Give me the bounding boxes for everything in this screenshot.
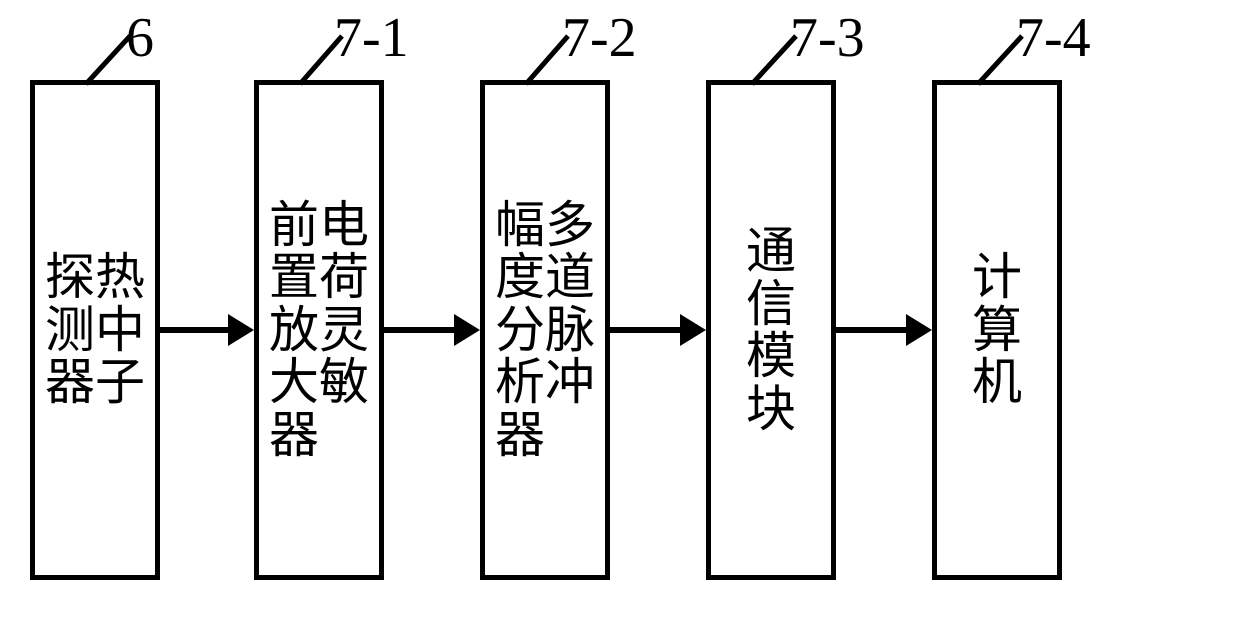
arrow-head-n72-n73 bbox=[680, 314, 706, 346]
arrow-head-n73-n74 bbox=[906, 314, 932, 346]
lead-line-n74 bbox=[974, 32, 1026, 88]
node-text-n74: 计算机 bbox=[972, 251, 1022, 409]
node-text-n71: 前置放大器电荷灵敏 bbox=[269, 199, 369, 462]
node-n71: 前置放大器电荷灵敏 bbox=[254, 80, 384, 580]
node-n73: 通信模块 bbox=[706, 80, 836, 580]
node-n74: 计算机 bbox=[932, 80, 1062, 580]
arrow-shaft-n6-n71 bbox=[160, 327, 230, 333]
arrow-head-n6-n71 bbox=[228, 314, 254, 346]
arrow-shaft-n71-n72 bbox=[384, 327, 456, 333]
arrow-head-n71-n72 bbox=[454, 314, 480, 346]
node-text-n73: 通信模块 bbox=[746, 225, 796, 435]
node-label-n74: 7-4 bbox=[1016, 6, 1091, 70]
lead-line-n71 bbox=[296, 32, 346, 88]
arrow-shaft-n73-n74 bbox=[836, 327, 908, 333]
node-n6: 探测器热中子 bbox=[30, 80, 160, 580]
node-text-n72: 幅度分析器多道脉冲 bbox=[495, 199, 595, 462]
arrow-shaft-n72-n73 bbox=[610, 327, 682, 333]
node-n72: 幅度分析器多道脉冲 bbox=[480, 80, 610, 580]
lead-line-n72 bbox=[522, 32, 572, 88]
node-label-n72: 7-2 bbox=[562, 6, 637, 70]
flowchart-canvas: 探测器热中子6前置放大器电荷灵敏7-1幅度分析器多道脉冲7-2通信模块7-3计算… bbox=[0, 0, 1240, 637]
lead-line-n6 bbox=[82, 32, 134, 88]
lead-line-n73 bbox=[748, 32, 800, 88]
node-text-n6: 探测器热中子 bbox=[45, 251, 145, 409]
node-label-n73: 7-3 bbox=[790, 6, 865, 70]
